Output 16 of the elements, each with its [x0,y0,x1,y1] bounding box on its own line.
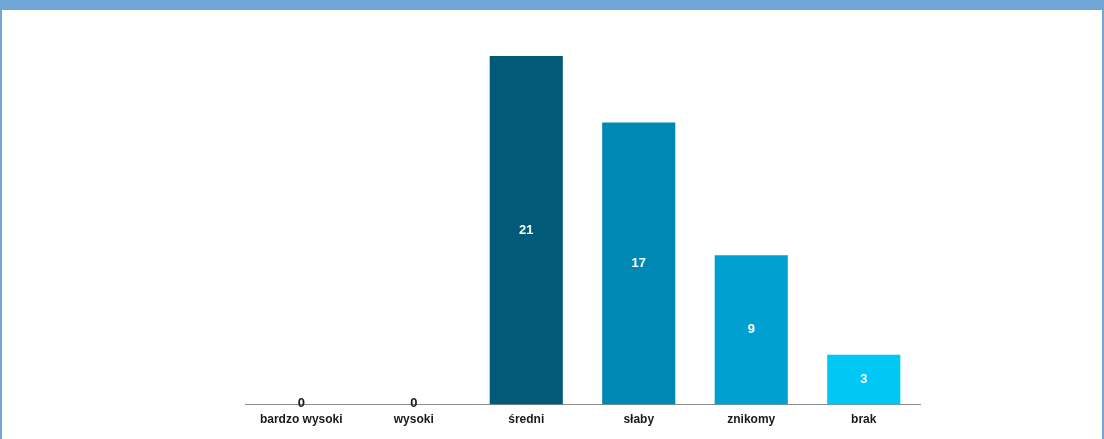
bar [827,354,901,405]
data-label: 3 [860,371,868,387]
x-tick-label: brak [851,412,877,427]
data-label: 9 [747,321,755,337]
x-tick-label: bardzo wysoki [259,412,343,427]
data-label: 17 [631,255,646,271]
bar [714,255,788,405]
x-tick-label: średni [508,412,545,427]
x-tick-label: znikomy [727,412,776,427]
data-label: 0 [410,395,418,411]
data-label: 0 [297,395,305,411]
data-label: 21 [519,221,534,237]
bar [602,122,676,405]
x-tick-label: wysoki [392,412,434,427]
x-tick-label: słaby [623,412,655,427]
bar [489,56,563,405]
